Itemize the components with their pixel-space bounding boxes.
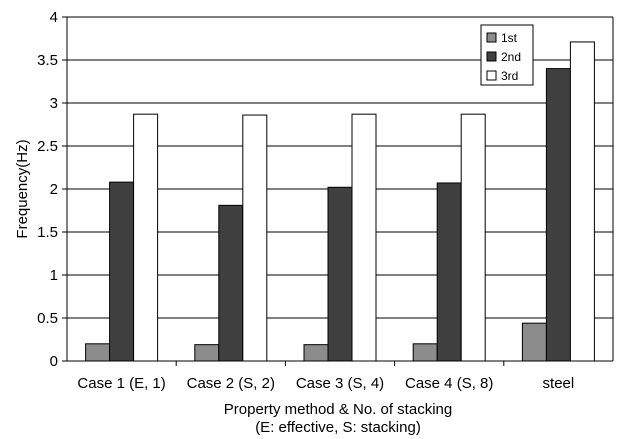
y-axis-title: Frequency(Hz) bbox=[14, 139, 31, 238]
bar-3rd-2 bbox=[351, 113, 377, 362]
y-tick-labels: 0 0.5 1 1.5 2 2.5 3 3.5 4 bbox=[37, 9, 67, 370]
bar-3rd-4 bbox=[569, 41, 595, 362]
y-tick-label: 1.5 bbox=[37, 224, 58, 241]
bar-2nd-2 bbox=[327, 186, 353, 362]
bar-1st-4 bbox=[521, 322, 547, 362]
x-axis-title-line2: (E: effective, S: stacking) bbox=[255, 419, 421, 436]
y-tick-label: 0 bbox=[50, 353, 58, 370]
bar-1st-3 bbox=[412, 343, 438, 362]
legend-label-1st: 1st bbox=[501, 31, 518, 45]
legend-swatch-2nd bbox=[486, 51, 497, 62]
bar-2nd-0 bbox=[109, 181, 135, 362]
bar-3rd-0 bbox=[133, 113, 159, 362]
x-tick-label: Case 1 (E, 1) bbox=[77, 375, 165, 392]
y-tick-label: 0.5 bbox=[37, 310, 58, 327]
x-tick-label: Case 2 (S, 2) bbox=[187, 375, 275, 392]
x-axis-title-line1: Property method & No. of stacking bbox=[224, 401, 452, 418]
y-tick-label: 3 bbox=[50, 95, 58, 112]
y-tick-label: 2 bbox=[50, 181, 58, 198]
x-tick-label: Case 4 (S, 8) bbox=[405, 375, 493, 392]
legend-label-3rd: 3rd bbox=[501, 69, 518, 83]
bar-1st-1 bbox=[194, 344, 220, 362]
bar-3rd-1 bbox=[242, 114, 268, 362]
y-tick-label: 3.5 bbox=[37, 52, 58, 69]
x-tick-label: Case 3 (S, 4) bbox=[296, 375, 384, 392]
x-tick-label: steel bbox=[543, 375, 575, 392]
x-tick-labels: Case 1 (E, 1) Case 2 (S, 2) Case 3 (S, 4) C… bbox=[77, 361, 574, 392]
bars-group bbox=[85, 41, 595, 362]
legend-label-2nd: 2nd bbox=[501, 50, 521, 64]
legend-swatch-1st bbox=[486, 32, 497, 43]
bar-1st-2 bbox=[303, 344, 329, 362]
y-tick-label: 2.5 bbox=[37, 138, 58, 155]
y-tick-label: 4 bbox=[50, 9, 58, 26]
bar-2nd-4 bbox=[545, 68, 571, 362]
y-tick-label: 1 bbox=[50, 267, 58, 284]
bar-2nd-1 bbox=[218, 204, 244, 362]
bar-3rd-3 bbox=[460, 113, 486, 362]
bar-2nd-3 bbox=[436, 182, 462, 362]
legend: 1st 2nd 3rd bbox=[480, 24, 534, 86]
bar-1st-0 bbox=[85, 343, 111, 362]
legend-swatch-3rd bbox=[486, 70, 497, 81]
